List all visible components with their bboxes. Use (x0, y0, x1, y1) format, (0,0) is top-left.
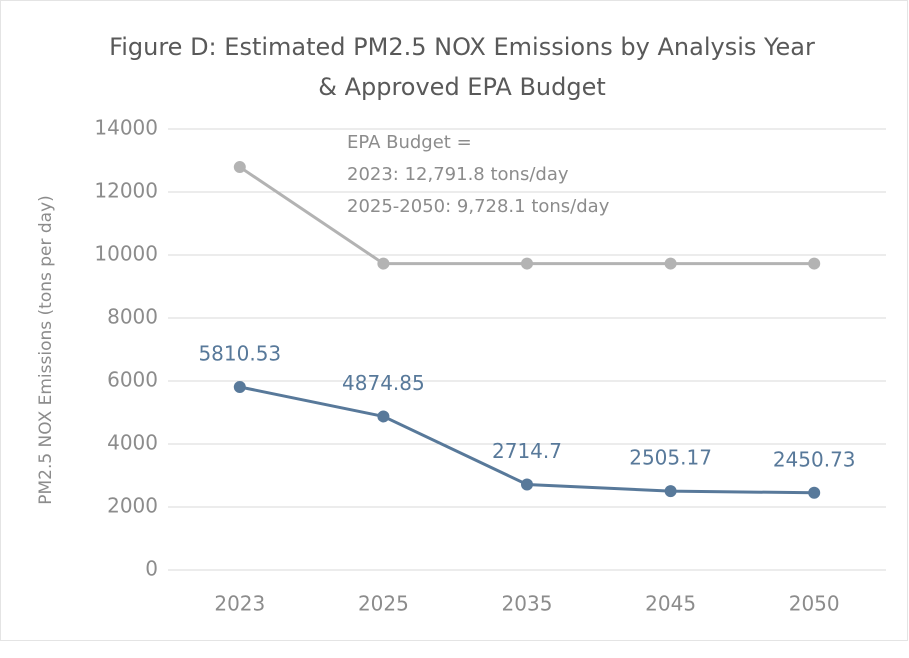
data-point (521, 478, 533, 491)
data-point (664, 485, 677, 498)
data-point (233, 161, 246, 174)
y-tick-label: 0 (145, 557, 158, 581)
data-label: 2505.17 (629, 446, 712, 470)
y-tick-label: 2000 (107, 494, 158, 518)
annotation: 2025-2050: 9,728.1 tons/day (347, 196, 610, 217)
y-tick-label: 10000 (94, 242, 158, 266)
data-label: 2714.7 (492, 439, 562, 463)
x-tick-label: 2035 (502, 592, 553, 616)
y-tick-label: 6000 (107, 368, 158, 392)
data-point (664, 257, 677, 270)
data-label: 4874.85 (342, 371, 425, 395)
chart-title: Figure D: Estimated PM2.5 NOX Emissions … (109, 33, 815, 61)
data-point (377, 410, 390, 423)
y-tick-label: 4000 (107, 431, 158, 455)
data-point (808, 257, 821, 270)
chart-title: & Approved EPA Budget (318, 73, 606, 101)
x-tick-label: 2025 (358, 592, 409, 616)
annotation: EPA Budget = (347, 132, 472, 153)
data-label: 5810.53 (198, 341, 281, 365)
data-label: 2450.73 (773, 447, 856, 471)
x-tick-label: 2023 (214, 592, 265, 616)
data-point (377, 257, 390, 270)
y-tick-label: 8000 (107, 305, 158, 329)
chart-frame (0, 0, 908, 641)
annotation: 2023: 12,791.8 tons/day (347, 164, 569, 185)
data-point (808, 486, 821, 499)
x-tick-label: 2045 (645, 592, 696, 616)
x-tick-label: 2050 (789, 592, 840, 616)
y-axis-label: PM2.5 NOX Emissions (tons per day) (36, 195, 56, 505)
y-tick-label: 14000 (94, 116, 158, 140)
y-tick-label: 12000 (94, 179, 158, 203)
data-point (233, 380, 246, 393)
data-point (521, 257, 533, 270)
